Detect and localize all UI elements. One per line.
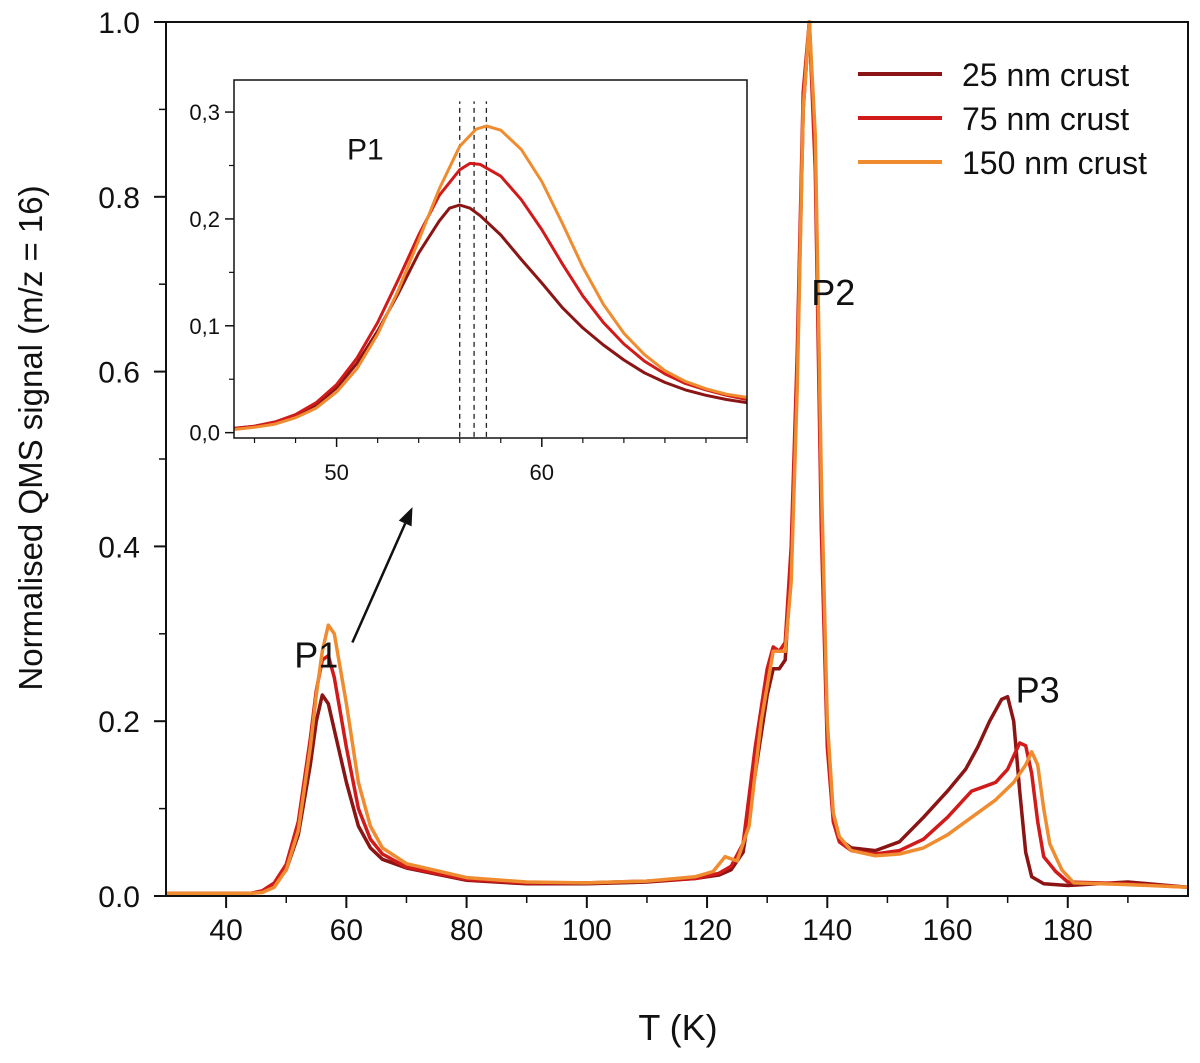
- x-tick-label-180: 180: [1043, 914, 1093, 947]
- annotation-p2: P2: [811, 272, 855, 313]
- arrow-layer: [351, 507, 413, 644]
- inset-x-tick-label-60: 60: [530, 460, 554, 485]
- inset-plot-frame: [233, 79, 748, 439]
- x-tick-label-80: 80: [450, 914, 483, 947]
- annotation-p3: P3: [1016, 670, 1060, 711]
- x-tick-label-40: 40: [209, 914, 242, 947]
- series-line-150-nm-crust: [166, 20, 1189, 896]
- inset-axes-layer: 50 60 0,0 0,1 0,2 0,3: [189, 100, 748, 485]
- inset-series-layer: [233, 124, 748, 431]
- inset-series-line-150-nm-crust: [233, 124, 748, 431]
- legend-label-75nm: 75 nm crust: [962, 101, 1129, 137]
- y-tick-label-0: 0.0: [98, 881, 140, 914]
- inset-y-tick-label-3: 0,3: [189, 100, 220, 125]
- inset-series-line-75-nm-crust: [233, 161, 748, 430]
- y-tick-label-3: 0.6: [98, 357, 140, 390]
- main-series-layer: [166, 20, 1189, 896]
- legend-label-150nm: 150 nm crust: [962, 145, 1147, 181]
- y-axis-label: Normalised QMS signal (m/z = 16): [12, 185, 49, 690]
- x-tick-label-100: 100: [562, 914, 612, 947]
- x-tick-label-120: 120: [682, 914, 732, 947]
- y-tick-label-5: 1.0: [98, 7, 140, 40]
- inset-annotation-p1: P1: [347, 133, 384, 166]
- inset-vlines-layer: [459, 101, 488, 437]
- inset-plot: 50 60 0,0 0,1 0,2 0,3 P1: [189, 79, 748, 485]
- y-tick-label-4: 0.8: [98, 182, 140, 215]
- series-line-25-nm-crust: [166, 20, 1189, 896]
- zoom-arrow-head: [398, 507, 413, 527]
- series-line-75-nm-crust: [166, 20, 1189, 896]
- inset-y-tick-label-1: 0,1: [189, 314, 220, 339]
- x-tick-label-60: 60: [330, 914, 363, 947]
- inset-x-tick-label-50: 50: [324, 460, 348, 485]
- x-axis-label: T (K): [638, 1007, 717, 1048]
- y-tick-label-1: 0.2: [98, 706, 140, 739]
- y-tick-label-2: 0.4: [98, 531, 140, 564]
- inset-y-tick-label-0: 0,0: [189, 421, 220, 446]
- main-axes-layer: 40 60 80 100 120 140 160 180 0.0 0.2 0.4 0.6 0.8 1.0: [98, 7, 1129, 947]
- legend: 25 nm crust 75 nm crust 150 nm crust: [858, 57, 1147, 181]
- inset-y-tick-label-2: 0,2: [189, 207, 220, 232]
- legend-label-25nm: 25 nm crust: [962, 57, 1129, 93]
- inset-series-line-25-nm-crust: [233, 203, 748, 430]
- x-tick-label-140: 140: [802, 914, 852, 947]
- zoom-arrow: [351, 523, 407, 644]
- annotation-p1: P1: [294, 635, 338, 676]
- inset-background: [234, 80, 747, 438]
- x-tick-label-160: 160: [922, 914, 972, 947]
